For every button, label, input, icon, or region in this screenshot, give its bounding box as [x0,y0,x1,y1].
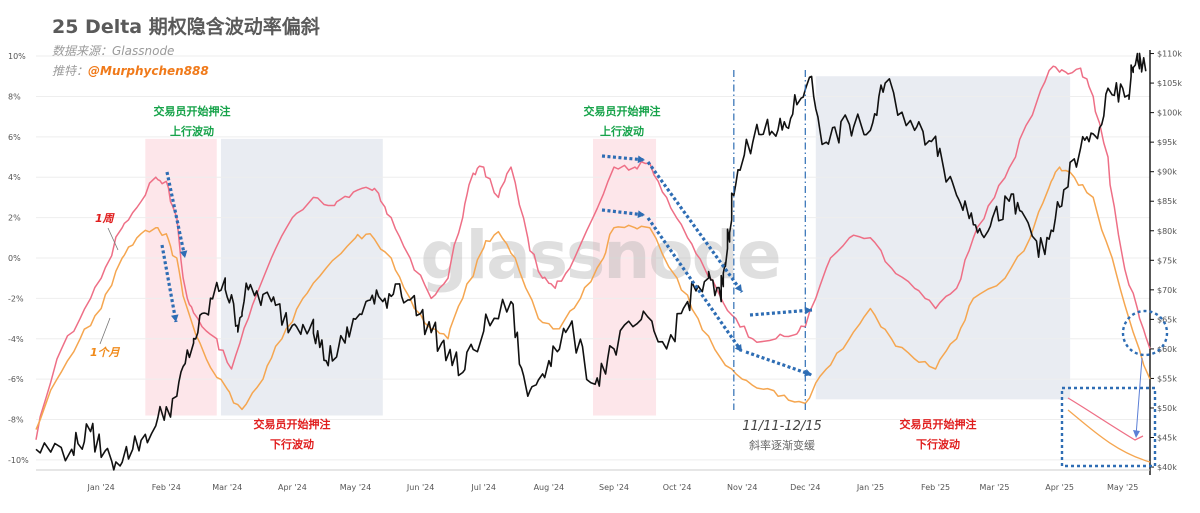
y-right-tick-label: $110k [1157,50,1182,59]
y-right-tick-label: $50k [1157,404,1177,413]
pointer-1w [107,227,119,251]
x-tick-label: May '25 [1107,483,1138,492]
y-right-tick-label: $65k [1157,315,1177,324]
x-tick-label: Mar '24 [212,483,242,492]
annotation-downside-1-line1: 交易员开始押注 [254,417,331,431]
arrow-oct-1w-drop [646,161,744,293]
y-right-tick-label: $60k [1157,345,1177,354]
x-tick-label: Dec '24 [790,483,820,492]
arrow-oct-1w-drop-head [734,284,742,292]
x-tick-label: Jul '24 [470,483,496,492]
band-upside-feb [145,138,217,416]
arrow-sep-1m-flat [601,208,646,217]
arrow-oct-1m-drop-head [734,344,742,352]
y-left-tick-label: 6% [8,133,21,142]
y-left-tick-label: -10% [8,456,29,465]
y-right-tick-label: $95k [1157,138,1177,147]
x-tick-label: Feb '25 [921,483,950,492]
data-source: 数据来源：Glassnode [52,44,175,58]
x-tick-label: Apr '25 [1045,483,1074,492]
y-left-tick-label: 4% [8,173,21,182]
annotation-upside-1-line1: 交易员开始押注 [154,104,231,118]
annotation-upside-2-line1: 交易员开始押注 [584,104,661,118]
x-tick-label: Jun '24 [406,483,434,492]
y-left-tick-label: 10% [8,52,26,61]
zoom-connector-head [1133,430,1140,438]
y-right-tick-label: $85k [1157,197,1177,206]
x-tick-label: Jan '24 [87,483,115,492]
chart-title: 25 Delta 期权隐含波动率偏斜 [52,16,320,38]
x-tick-label: Nov '24 [727,483,758,492]
arrow-nov-1w-head [804,306,812,315]
annotation-period: 11/11-12/15 [742,419,822,434]
zoom-connector [1135,357,1143,437]
x-tick-label: Oct '24 [663,483,692,492]
x-tick-label: Sep '24 [599,483,629,492]
x-tick-label: Feb '24 [152,483,181,492]
zoom-line-1m [1067,409,1151,463]
y-right-tick-label: $105k [1157,79,1182,88]
arrow-sep-1w-flat-head [637,155,645,164]
annotation-period-note: 斜率逐渐变缓 [749,438,815,452]
pointer-1m [99,317,111,345]
arrow-feb-1m-head [170,314,179,322]
x-tick-label: Mar '25 [979,483,1009,492]
y-right-tick-label: $70k [1157,286,1177,295]
annotation-upside-2-line2: 上行波动 [600,124,644,138]
watermark-glassnode: glassnode [420,217,779,294]
y-left-tick-label: 2% [8,214,21,223]
arrow-sep-1m-flat-head [637,210,645,218]
annotation-downside-2-line1: 交易员开始押注 [900,417,977,431]
highlight-circle [1121,309,1169,357]
y-left-tick-label: -4% [8,335,24,344]
y-right-tick-label: $90k [1157,168,1177,177]
annotation-downside-2-line2: 下行波动 [916,437,960,451]
label-1w: 1周 [95,212,116,225]
label-1m: 1个月 [90,346,121,359]
series-line-1m [35,166,1151,430]
x-tick-label: Aug '24 [534,483,565,492]
author-label: 推特： [52,64,89,78]
arrow-nov-1w [749,308,813,317]
arrow-feb-1w-head [179,250,188,258]
x-tick-label: Jan '25 [856,483,884,492]
y-left-tick-label: -6% [8,375,24,384]
y-left-tick-label: -8% [8,416,24,425]
band-downside-mar-may [220,138,383,416]
y-left-tick-label: 8% [8,92,21,101]
author-handle: @Murphychen888 [88,64,209,78]
arrow-sep-1w-flat [601,154,646,162]
y-right-tick-label: $45k [1157,434,1177,443]
zoom-line-1w [1067,397,1144,441]
y-right-tick-label: $80k [1157,227,1177,236]
y-left-tick-label: 0% [8,254,21,263]
annotation-upside-1-line2: 上行波动 [170,124,214,138]
y-left-tick-label: -2% [8,294,24,303]
band-downside-dec-apr [815,76,1071,400]
x-tick-label: May '24 [340,483,371,492]
author-credit: 推特：@Murphychen888 [52,62,209,79]
arrow-nov-1m-head [804,369,812,377]
y-right-tick-label: $100k [1157,109,1182,118]
y-right-tick-label: $40k [1157,463,1177,472]
y-right-tick-label: $75k [1157,256,1177,265]
series-line-btc-price [35,52,1147,471]
arrow-nov-1m [745,350,813,377]
arrow-feb-1w [165,171,187,259]
arrow-feb-1m [160,244,178,323]
x-tick-label: Apr '24 [278,483,307,492]
zoom-box [1060,386,1157,468]
annotation-downside-1-line2: 下行波动 [270,437,314,451]
y-right-tick-label: $55k [1157,374,1177,383]
